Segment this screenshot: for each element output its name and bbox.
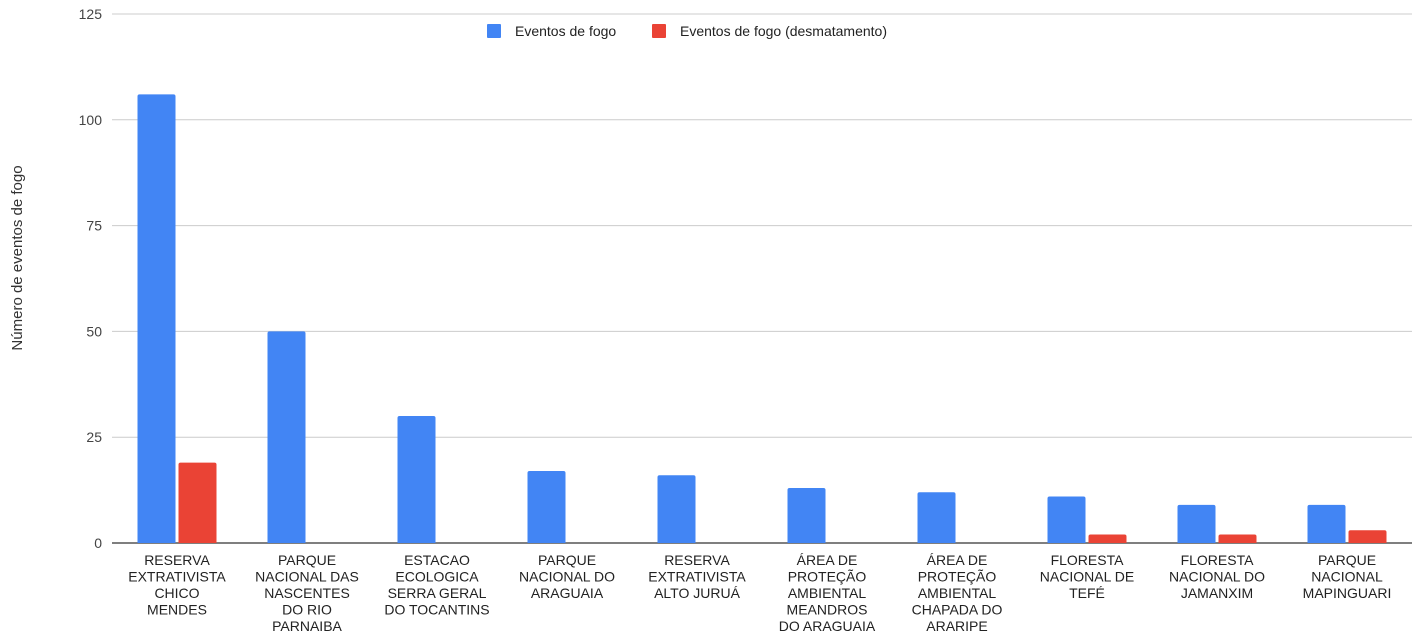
x-category-label: ESTACAO ECOLOGICA SERRA GERAL DO TOCANTINS [384, 552, 489, 618]
x-category-label: PARQUE NACIONAL DAS NASCENTES DO RIO PARNAIB… [255, 552, 359, 634]
bar-eventos-de-fogo [657, 475, 696, 543]
x-axis-labels: RESERVA EXTRATIVISTA CHICO MENDES PARQUE NACI… [128, 552, 1391, 634]
x-category-label: PARQUE NACIONAL MAPINGUARI [1303, 552, 1392, 601]
x-category-label: RESERVA EXTRATIVISTA ALTO JURUÁ [648, 552, 746, 601]
bar-eventos-de-fogo-desmatamento [1088, 534, 1127, 543]
y-tick-label: 0 [94, 535, 102, 551]
bar-eventos-de-fogo [267, 331, 306, 543]
bar-eventos-de-fogo [527, 471, 566, 543]
x-category-label: FLORESTA NACIONAL DO JAMANXIM [1169, 552, 1265, 601]
y-tick-label: 100 [79, 112, 103, 128]
gridlines [112, 13, 1412, 544]
bar-eventos-de-fogo [1047, 496, 1086, 543]
y-axis-ticks: 0 25 50 75 100 125 [79, 6, 103, 551]
bar-eventos-de-fogo [917, 492, 956, 543]
x-category-label: ÁREA DE PROTEÇÃO AMBIENTAL CHAPADA DO ARARIP… [912, 552, 1003, 634]
legend-label: Eventos de fogo [515, 23, 616, 39]
x-category-label: PARQUE NACIONAL DO ARAGUAIA [519, 552, 615, 601]
legend-swatch [487, 24, 501, 38]
legend: Eventos de fogo Eventos de fogo (desmatam… [487, 23, 887, 39]
bar-eventos-de-fogo-desmatamento [178, 462, 217, 543]
bar-eventos-de-fogo [397, 416, 436, 543]
bars [137, 94, 1387, 544]
bar-eventos-de-fogo [137, 94, 176, 544]
bar-eventos-de-fogo [1177, 504, 1216, 543]
bar-eventos-de-fogo-desmatamento [1348, 530, 1387, 543]
x-category-label: FLORESTA NACIONAL DE TEFÉ [1040, 552, 1134, 601]
y-tick-label: 50 [86, 323, 102, 339]
y-axis-title: Número de eventos de fogo [9, 165, 26, 350]
bar-eventos-de-fogo-desmatamento [1218, 534, 1257, 543]
y-tick-label: 25 [86, 429, 102, 445]
legend-label: Eventos de fogo (desmatamento) [680, 23, 887, 39]
x-category-label: ÁREA DE PROTEÇÃO AMBIENTAL MEANDROS DO ARAGU… [779, 552, 876, 634]
bar-eventos-de-fogo [787, 487, 826, 543]
legend-swatch [652, 24, 666, 38]
y-tick-label: 125 [79, 6, 103, 22]
x-category-label: RESERVA EXTRATIVISTA CHICO MENDES [128, 552, 226, 618]
bar-eventos-de-fogo [1307, 504, 1346, 543]
y-tick-label: 75 [86, 218, 102, 234]
